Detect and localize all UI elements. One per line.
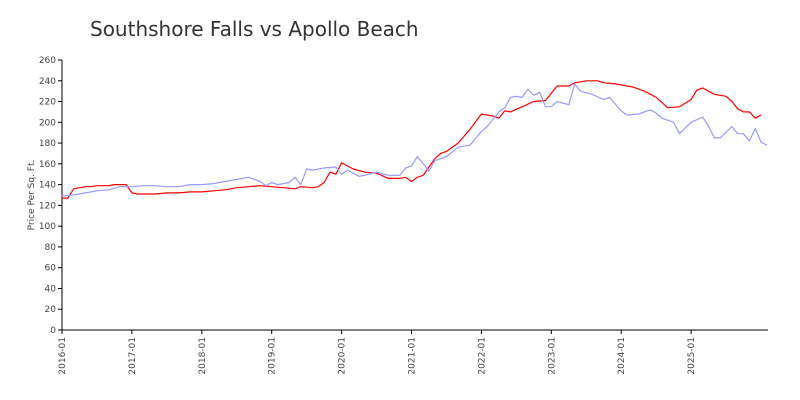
x-tick-label: 2017-01 xyxy=(128,337,138,375)
x-tick-label: 2024-01 xyxy=(617,337,627,375)
y-tick-label: 140 xyxy=(39,181,56,191)
x-tick-label: 2025-01 xyxy=(687,337,697,375)
y-tick-label: 220 xyxy=(39,98,56,108)
series-line-1 xyxy=(62,80,762,199)
x-tick-label: 2020-01 xyxy=(338,337,348,375)
plot-area: 0 20 40 60 80 100 120 140 160 180 200 220 240 260 2016… xyxy=(39,56,768,375)
y-tick-label: 180 xyxy=(39,139,56,149)
y-tick-label: 40 xyxy=(45,284,57,294)
y-tick-label: 20 xyxy=(45,305,57,315)
x-tick-label: 2021-01 xyxy=(408,337,418,375)
y-tick-label: 260 xyxy=(39,56,56,66)
y-tick-label: 0 xyxy=(50,326,56,336)
y-tick-label: 240 xyxy=(39,77,56,87)
chart-title: Southshore Falls vs Apollo Beach xyxy=(90,17,419,41)
x-tick-label: 2016-01 xyxy=(58,337,68,375)
x-tick-label: 2023-01 xyxy=(547,337,557,375)
x-tick-label: 2019-01 xyxy=(268,337,278,375)
x-tick-label: 2022-01 xyxy=(477,337,487,375)
y-tick-label: 80 xyxy=(45,243,57,253)
x-tick-label: 2018-01 xyxy=(198,337,208,375)
y-tick-label: 120 xyxy=(39,201,56,211)
series-line-2 xyxy=(61,83,768,197)
y-tick-label: 160 xyxy=(39,160,56,170)
y-tick-label: 60 xyxy=(45,264,57,274)
y-tick-label: 200 xyxy=(39,118,56,128)
y-axis-label: Price Per Sq. Ft. xyxy=(27,160,37,231)
y-tick-label: 100 xyxy=(39,222,56,232)
